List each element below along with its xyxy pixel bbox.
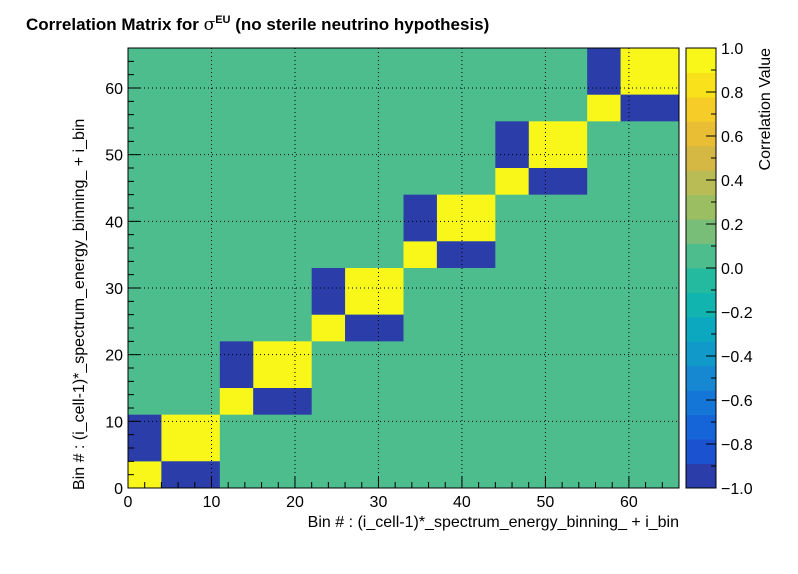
colorbar-swatch-16	[686, 72, 716, 98]
heatmap-block-14	[403, 194, 437, 242]
heatmap-block-6	[219, 341, 254, 388]
x-tick-label-6: 60	[620, 494, 638, 511]
y-axis-label: Bin # : (i_cell-1)*_spectrum_energy_binn…	[71, 119, 88, 490]
colorbar-swatch-14	[686, 121, 716, 147]
x-axis-label: Bin # : (i_cell-1)*_spectrum_energy_binn…	[308, 514, 679, 531]
heatmap-block-3	[161, 461, 220, 488]
colorbar-label: Correlation Value	[757, 48, 774, 171]
colorbar-swatch-0	[686, 463, 716, 489]
heatmap-block-12	[403, 241, 437, 268]
colorbar-swatch-15	[686, 96, 716, 122]
x-tick-label-1: 10	[203, 494, 221, 511]
colorbar-tick-label-7: −0.4	[721, 349, 753, 366]
colorbar-tick-label-0: 1.0	[721, 41, 743, 58]
colorbar-tick-label-8: −0.6	[721, 393, 753, 410]
colorbar-swatch-11	[686, 194, 716, 220]
heatmap-block-4	[219, 388, 254, 415]
heatmap-block-1	[161, 414, 220, 462]
colorbar-swatch-8	[686, 268, 716, 293]
chart-title: Correlation Matrix for σEU (no sterile n…	[26, 14, 489, 35]
x-tick-label-0: 0	[124, 494, 133, 511]
heatmap-block-22	[587, 48, 621, 95]
heatmap-block-17	[528, 121, 588, 168]
colorbar-tick-label-4: 0.2	[721, 217, 743, 234]
heatmap-block-13	[436, 194, 496, 242]
heatmap-block-23	[620, 94, 679, 122]
heatmap-block-9	[345, 268, 404, 315]
colorbar-swatch-3	[686, 390, 716, 416]
colorbar-tick-label-5: 0.0	[721, 261, 743, 278]
y-tick-label-5: 50	[105, 148, 123, 165]
colorbar-swatch-9	[686, 243, 716, 269]
colorbar-swatch-17	[686, 48, 716, 73]
y-tick-label-0: 0	[114, 481, 123, 498]
colorbar-swatch-10	[686, 219, 716, 245]
colorbar-swatch-12	[686, 170, 716, 196]
heatmap-block-18	[495, 121, 529, 168]
heatmap-block-20	[587, 94, 621, 122]
heatmap-block-11	[345, 314, 404, 342]
x-tick-label-4: 40	[453, 494, 471, 511]
y-tick-label-2: 20	[105, 348, 123, 365]
colorbar-swatch-7	[686, 292, 716, 318]
x-tick-label-5: 50	[537, 494, 555, 511]
colorbar-tick-label-2: 0.6	[721, 129, 743, 146]
colorbar-swatch-1	[686, 439, 716, 465]
colorbar-tick-label-10: −1.0	[721, 481, 753, 498]
x-tick-label-2: 20	[286, 494, 304, 511]
plot-frame	[127, 47, 680, 489]
heatmap-block-10	[311, 268, 346, 315]
heatmap-block-8	[311, 314, 346, 342]
x-tick-label-3: 30	[370, 494, 388, 511]
heatmap-block-21	[620, 48, 679, 95]
y-tick-label-4: 40	[105, 214, 123, 231]
y-tick-label-3: 30	[105, 281, 123, 298]
heatmap-block-7	[253, 388, 312, 415]
colorbar-swatch-5	[686, 341, 716, 367]
heatmap-block-15	[436, 241, 496, 268]
colorbar-tick-label-3: 0.4	[721, 173, 743, 190]
heatmap-plot-area: 0 10 20 30 40 50 60 0 10 20 30 40 50 60	[105, 47, 680, 511]
heatmap-block-2	[128, 414, 162, 462]
title-sigma-symbol: σ	[204, 15, 216, 35]
heatmap-block-16	[495, 168, 529, 195]
heatmap-block-19	[528, 168, 588, 195]
colorbar-swatch-6	[686, 316, 716, 342]
colorbar: 1.0 0.8 0.6 0.4 0.2 0.0 −0.2 −0.4 −0.6 −0.8 −1.0	[685, 41, 753, 498]
colorbar-tick-label-6: −0.2	[721, 305, 753, 322]
title-superscript: EU	[215, 14, 230, 26]
colorbar-swatch-2	[686, 414, 716, 440]
y-tick-label-1: 10	[105, 414, 123, 431]
y-tick-label-6: 60	[105, 81, 123, 98]
colorbar-tick-label-9: −0.8	[721, 437, 753, 454]
colorbar-tick-label-1: 0.8	[721, 85, 743, 102]
heatmap-block-5	[253, 341, 312, 388]
